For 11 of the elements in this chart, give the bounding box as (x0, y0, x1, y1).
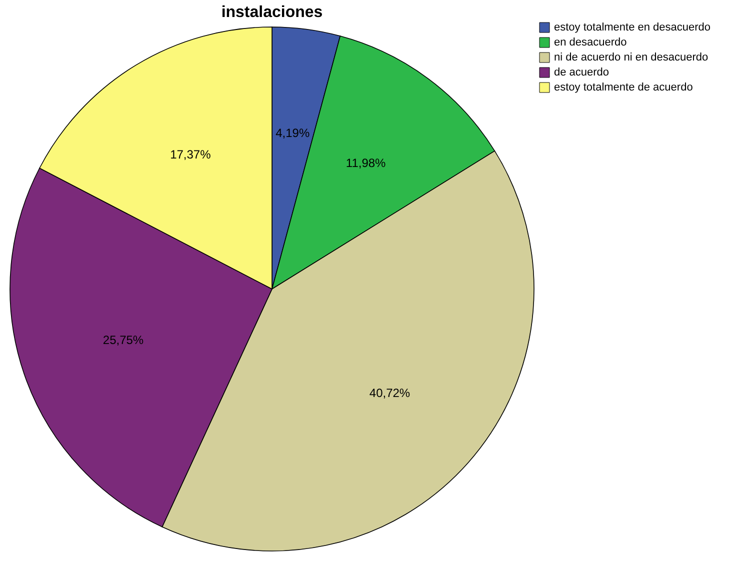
data-label: 25,75% (102, 332, 144, 347)
legend-label: de acuerdo (554, 66, 610, 78)
data-label: 17,37% (170, 148, 212, 162)
legend-label: en desacuerdo (554, 36, 627, 48)
chart-title: instalaciones (221, 4, 323, 21)
data-label: 11,98% (346, 156, 386, 170)
legend-label: ni de acuerdo ni en desacuerdo (554, 52, 708, 64)
legend-label: estoy totalmente en desacuerdo (554, 22, 711, 34)
legend-label: estoy totalmente de acuerdo (554, 82, 693, 94)
data-label: 40,72% (369, 386, 410, 400)
data-label: 4,19% (276, 126, 310, 140)
